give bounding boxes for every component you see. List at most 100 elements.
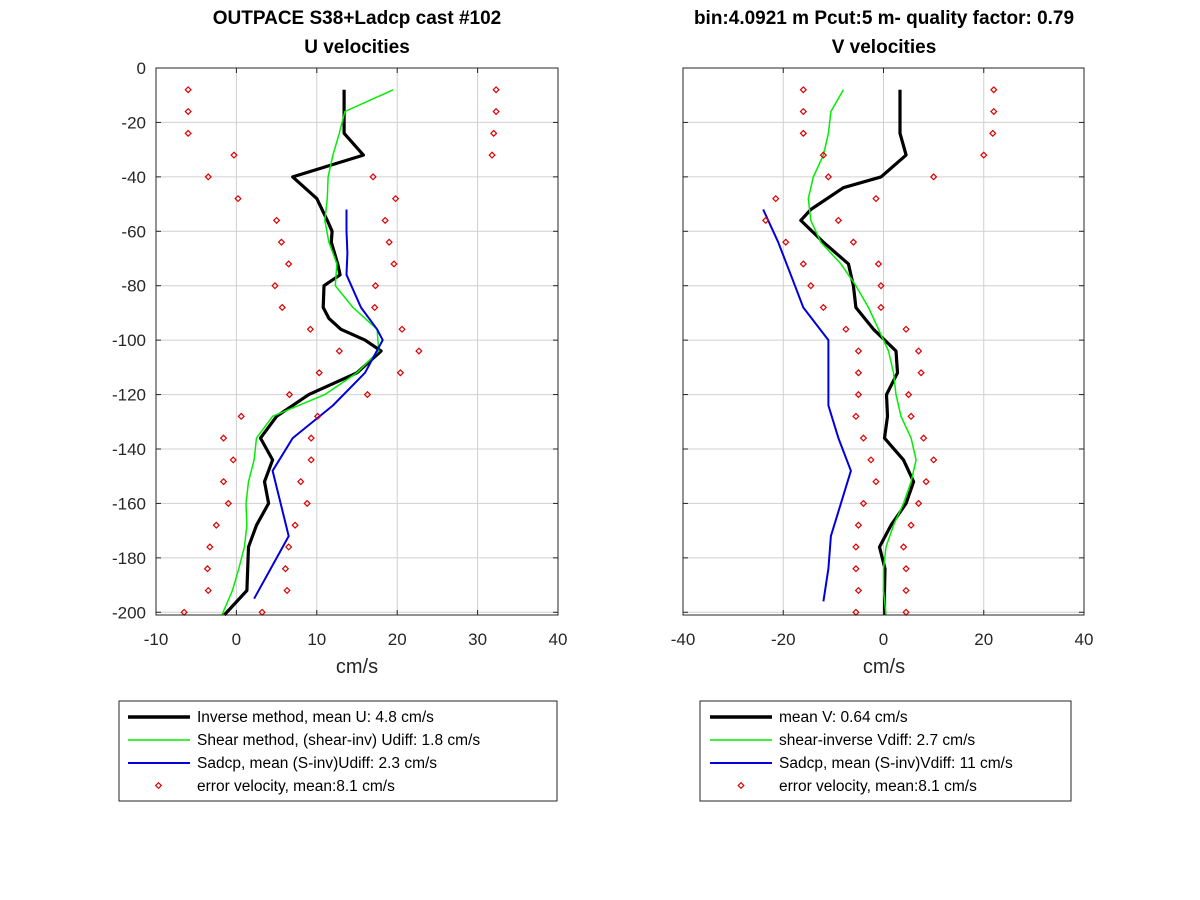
v-error-velocity-marker	[824, 173, 833, 181]
v-error-velocity-marker	[990, 107, 998, 116]
v-error-velocity-marker	[799, 107, 807, 116]
u-error-velocity-marker	[488, 151, 496, 159]
u-chart-title-line2: U velocities	[304, 37, 410, 58]
u-x-tick-label: 20	[388, 630, 407, 649]
u-error-velocity-marker	[307, 434, 315, 442]
v-error-velocity-marker	[899, 543, 908, 551]
u-legend-label-sadcp: Sadcp, mean (S-inv)Udiff: 2.3 cm/s	[197, 755, 437, 772]
v-series-sadcp-line	[762, 209, 852, 602]
u-error-velocity-marker	[180, 608, 188, 616]
v-x-tick-label: 0	[879, 630, 888, 649]
u-legend-swatch-error	[154, 781, 163, 790]
v-velocity-panel: bin:4.0921 m Pcut:5 m- quality factor: 0…	[671, 8, 1094, 802]
v-series-inverse-line	[799, 89, 916, 615]
u-y-tick-label: -160	[112, 494, 146, 513]
u-axis-ticks: -10 0 10 20 30 400-20-40-60-80-100-120-140-16…	[112, 59, 567, 649]
u-series-group	[180, 86, 500, 617]
v-error-velocity-marker	[842, 325, 850, 333]
u-error-velocity-marker	[258, 608, 266, 616]
v-legend: mean V: 0.64 cm/s shear-inverse Vdiff: 2…	[699, 700, 1072, 802]
v-error-velocity-marker	[872, 194, 880, 203]
v-error-velocity-marker	[902, 586, 910, 595]
v-error-velocity-marker	[902, 608, 910, 616]
u-error-velocity-marker	[212, 521, 220, 529]
u-error-velocity-marker	[234, 194, 242, 203]
u-error-velocity-marker	[490, 129, 498, 137]
u-error-velocity-marker	[224, 499, 233, 508]
u-error-velocity-marker	[398, 325, 406, 333]
v-legend-swatch-error	[737, 781, 745, 790]
v-x-tick-label: 20	[974, 630, 993, 649]
u-error-velocity-marker	[203, 565, 212, 573]
v-error-velocity-marker	[990, 86, 998, 94]
v-error-velocity-marker	[799, 260, 807, 268]
u-y-tick-label: -100	[112, 331, 146, 350]
v-x-tick-label: -40	[671, 630, 696, 649]
u-error-velocity-marker	[204, 586, 212, 595]
v-error-velocity-marker	[902, 565, 910, 573]
u-error-velocity-marker	[271, 282, 279, 290]
u-error-velocity-marker	[291, 521, 299, 529]
v-x-axis-label: cm/s	[863, 656, 905, 678]
u-error-velocity-marker	[335, 347, 343, 355]
u-error-velocity-marker	[303, 499, 311, 508]
v-legend-label-sadcp: Sadcp, mean (S-inv)Vdiff: 11 cm/s	[779, 755, 1013, 772]
v-error-velocity-marker	[914, 499, 923, 508]
v-error-velocity-marker	[852, 565, 860, 573]
v-series-shear-line	[807, 89, 917, 616]
u-y-tick-label: -120	[112, 386, 146, 405]
u-y-tick-label: 0	[137, 59, 146, 78]
v-error-velocity-marker	[819, 303, 828, 312]
u-error-velocity-marker	[492, 86, 500, 94]
v-error-velocity-marker	[859, 499, 868, 508]
u-y-tick-label: -200	[112, 603, 146, 622]
u-series-shear-line	[221, 89, 394, 616]
v-error-velocity-marker	[854, 521, 863, 529]
u-error-velocity-marker	[415, 347, 423, 355]
v-error-velocity-marker	[877, 282, 885, 290]
u-series-sadcp-line	[253, 209, 384, 600]
u-y-tick-label: -20	[121, 113, 146, 132]
v-error-velocity-marker	[907, 521, 915, 529]
u-error-velocity-marker	[363, 390, 372, 399]
u-x-axis-label: cm/s	[336, 656, 378, 678]
u-error-velocity-marker	[277, 238, 286, 246]
v-error-velocity-marker	[762, 216, 770, 225]
u-legend: Inverse method, mean U: 4.8 cm/s Shear m…	[118, 700, 558, 802]
v-error-velocity-marker	[782, 238, 790, 246]
v-error-velocity-marker	[922, 477, 930, 486]
v-error-velocity-marker	[872, 477, 880, 486]
u-error-velocity-marker	[184, 107, 192, 116]
u-error-velocity-marker	[313, 412, 322, 421]
u-error-velocity-marker	[184, 129, 192, 137]
v-x-tick-label: 40	[1075, 630, 1094, 649]
v-legend-label-shear: shear-inverse Vdiff: 2.7 cm/s	[779, 732, 975, 749]
v-chart-title-line1: bin:4.0921 m Pcut:5 m- quality factor: 0…	[694, 8, 1074, 29]
u-legend-label-inverse: Inverse method, mean U: 4.8 cm/s	[197, 709, 434, 726]
u-x-tick-label: -10	[144, 630, 169, 649]
v-error-velocity-marker	[819, 151, 828, 159]
v-series-group	[762, 86, 998, 616]
v-error-velocity-marker	[799, 86, 807, 94]
v-x-tick-label: -20	[771, 630, 796, 649]
u-error-velocity-marker	[229, 456, 237, 464]
u-error-velocity-marker	[297, 477, 305, 486]
v-error-velocity-marker	[852, 543, 860, 551]
u-y-tick-label: -80	[121, 277, 146, 296]
v-error-velocity-marker	[772, 194, 780, 203]
v-error-velocity-marker	[989, 129, 997, 137]
u-error-velocity-marker	[284, 543, 293, 551]
u-error-velocity-marker	[230, 151, 238, 159]
u-x-tick-label: 10	[307, 630, 326, 649]
u-chart-title-line1: OUTPACE S38+Ladcp cast #102	[213, 8, 501, 29]
u-plot-frame	[155, 67, 559, 616]
v-error-velocity-marker	[852, 412, 860, 421]
v-error-velocity-marker	[917, 369, 925, 377]
v-legend-label-error: error velocity, mean:8.1 cm/s	[779, 778, 977, 795]
v-error-velocity-marker	[834, 216, 843, 225]
u-error-velocity-marker	[391, 194, 400, 203]
u-x-tick-label: 40	[549, 630, 568, 649]
u-error-velocity-marker	[184, 86, 192, 94]
u-series-inverse-line	[223, 89, 383, 617]
